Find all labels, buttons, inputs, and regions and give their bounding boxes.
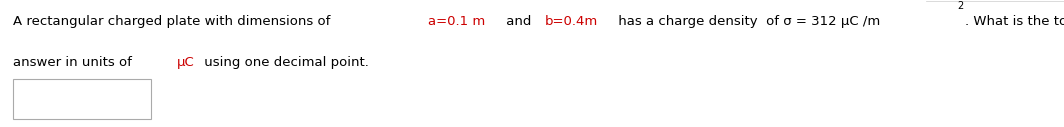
Text: a=0.1 m: a=0.1 m [428,15,485,28]
Text: has a charge density  of σ = 312 μC /m: has a charge density of σ = 312 μC /m [614,15,880,28]
Text: using one decimal point.: using one decimal point. [200,56,369,69]
Text: and: and [501,15,535,28]
Text: μC: μC [177,56,195,69]
Text: answer in units of: answer in units of [13,56,140,69]
FancyBboxPatch shape [13,79,151,119]
Text: . What is the total charge of the plate?  Express your: . What is the total charge of the plate?… [965,15,1064,28]
Text: A rectangular charged plate with dimensions of: A rectangular charged plate with dimensi… [13,15,334,28]
Text: b=0.4m: b=0.4m [545,15,598,28]
Text: 2: 2 [958,1,964,11]
